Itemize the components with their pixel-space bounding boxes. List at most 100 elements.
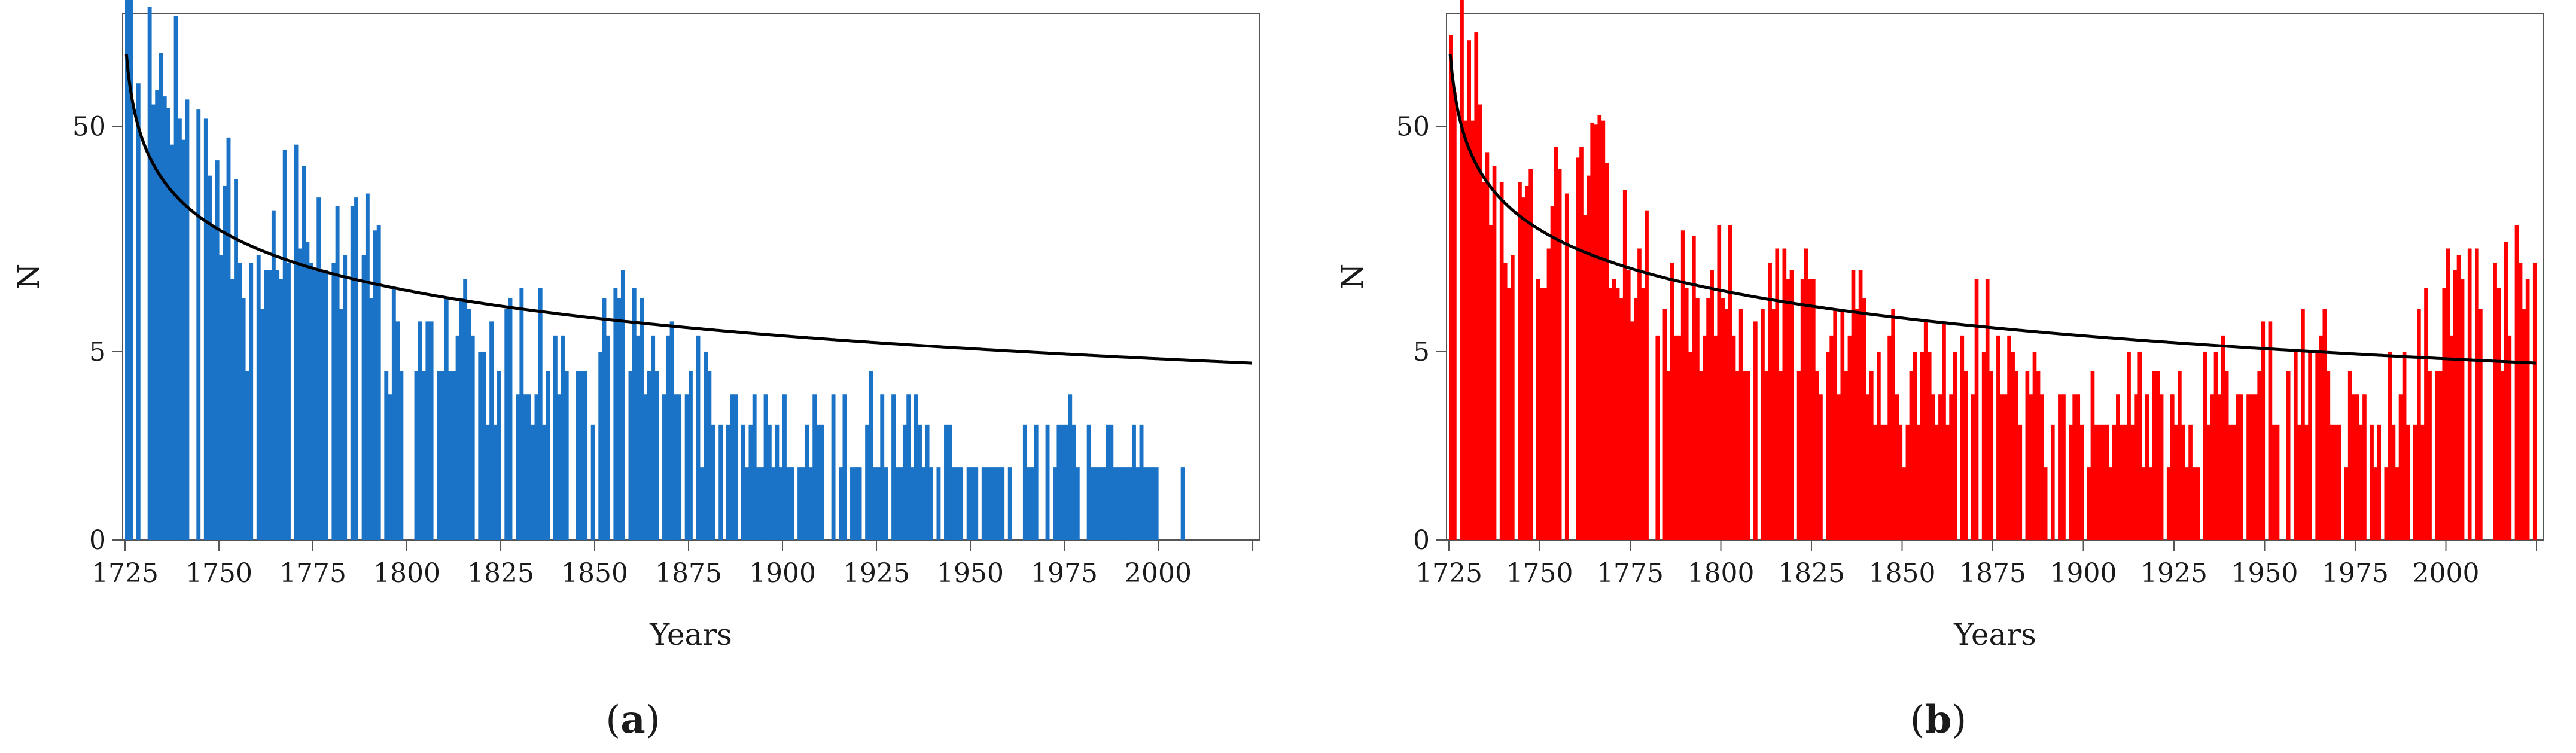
bar-1915 bbox=[839, 467, 844, 540]
bar-1736 bbox=[1488, 225, 1493, 540]
bar-1920 bbox=[2155, 371, 2160, 540]
bar-1870 bbox=[1974, 279, 1979, 540]
bar-1779 bbox=[1645, 210, 1649, 540]
bar-1778 bbox=[1641, 288, 1645, 540]
bar-1969 bbox=[2333, 424, 2338, 540]
bar-1913 bbox=[831, 394, 836, 540]
bar-1985 bbox=[2391, 424, 2396, 540]
bar-1984 bbox=[1098, 467, 1103, 540]
bar-1982 bbox=[1090, 467, 1095, 540]
x-tick-label: 2000 bbox=[2413, 558, 2480, 589]
bar-2014 bbox=[2496, 288, 2501, 540]
bar-1897 bbox=[2072, 394, 2076, 540]
bar-1805 bbox=[425, 321, 430, 540]
x-tick-label: 1875 bbox=[1959, 558, 2026, 589]
bar-1785 bbox=[350, 206, 355, 541]
bar-1848 bbox=[1895, 394, 1899, 540]
bar-1752 bbox=[226, 137, 231, 541]
bar-1950 bbox=[970, 467, 975, 540]
bar-1913 bbox=[2130, 424, 2135, 540]
bar-1785 bbox=[1666, 371, 1671, 540]
bar-1750 bbox=[1539, 288, 1544, 540]
bar-1825 bbox=[1811, 279, 1816, 540]
bar-1773 bbox=[1622, 190, 1627, 540]
bar-1905 bbox=[2101, 424, 2106, 540]
bar-1947 bbox=[959, 467, 964, 540]
bar-1874 bbox=[1989, 371, 1993, 540]
bar-1792 bbox=[1692, 236, 1696, 540]
bar-1816 bbox=[467, 309, 471, 540]
bar-1824 bbox=[497, 371, 501, 540]
bar-2020 bbox=[2518, 262, 2523, 540]
bar-1868 bbox=[662, 394, 666, 540]
bar-1739 bbox=[1499, 182, 1504, 540]
bar-1937 bbox=[2217, 394, 2222, 540]
bar-1820 bbox=[482, 351, 486, 540]
bar-1912 bbox=[2127, 351, 2131, 540]
bar-1806 bbox=[429, 321, 434, 540]
panel-label-a: (a) bbox=[605, 697, 660, 742]
y-tick-label: 50 bbox=[1396, 112, 1430, 142]
bar-1839 bbox=[1862, 298, 1866, 540]
bar-1794 bbox=[384, 371, 389, 540]
bar-1958 bbox=[1000, 467, 1005, 540]
bar-1776 bbox=[316, 197, 321, 540]
bar-1994 bbox=[1135, 467, 1140, 540]
x-tick-label: 1725 bbox=[92, 558, 159, 589]
bar-1852 bbox=[1909, 371, 1914, 540]
bar-1764 bbox=[1590, 122, 1594, 540]
bar-2008 bbox=[2474, 248, 2479, 540]
bar-1880 bbox=[707, 371, 712, 540]
bar-1851 bbox=[1905, 424, 1910, 540]
x-tick-label: 1750 bbox=[185, 558, 252, 589]
bar-1839 bbox=[553, 335, 558, 540]
bar-1834 bbox=[1844, 371, 1849, 540]
bar-1904 bbox=[2097, 424, 2102, 540]
bar-1811 bbox=[1761, 309, 1765, 540]
bar-1903 bbox=[2094, 424, 2099, 540]
bar-1760 bbox=[1576, 157, 1580, 541]
bar-1935 bbox=[2210, 394, 2215, 540]
bar-1791 bbox=[373, 230, 377, 541]
bar-1862 bbox=[1945, 424, 1950, 540]
bar-1809 bbox=[1753, 321, 1758, 540]
bar-1753 bbox=[1550, 206, 1555, 541]
bar-1998 bbox=[1150, 467, 1155, 540]
bar-1952 bbox=[2271, 424, 2276, 540]
bar-1921 bbox=[2159, 394, 2164, 540]
bar-1834 bbox=[534, 394, 539, 540]
bar-1813 bbox=[455, 335, 460, 540]
bar-1867 bbox=[1963, 371, 1968, 540]
bar-1728 bbox=[136, 83, 141, 540]
bar-1931 bbox=[2196, 467, 2200, 540]
bar-1945 bbox=[951, 467, 956, 540]
bar-1735 bbox=[1485, 152, 1490, 540]
x-tick-label: 1775 bbox=[1597, 558, 1664, 589]
bar-1884 bbox=[2025, 371, 2030, 540]
bar-1993 bbox=[2420, 424, 2425, 540]
y-axis-label: N bbox=[11, 264, 46, 290]
bar-1939 bbox=[2224, 371, 2229, 540]
bar-1872 bbox=[677, 394, 682, 540]
bar-1827 bbox=[1819, 394, 1823, 540]
bar-1918 bbox=[2148, 467, 2153, 540]
chart-panel-b: (b) 1725 1750 1775 1800 1825 1850 1875 1900 1925… bbox=[1335, 0, 2544, 742]
bar-1841 bbox=[1869, 371, 1874, 540]
bar-1970 bbox=[2337, 424, 2341, 540]
bar-1806 bbox=[1742, 371, 1747, 540]
bar-1896 bbox=[767, 424, 772, 540]
x-axis-label: Years bbox=[1953, 617, 2036, 652]
bar-1925 bbox=[876, 467, 881, 540]
x-tick-label: 1875 bbox=[655, 558, 722, 589]
bar-1891 bbox=[2050, 424, 2055, 540]
bar-1744 bbox=[196, 109, 201, 541]
bar-2006 bbox=[2467, 248, 2472, 540]
bar-1728 bbox=[1460, 0, 1464, 541]
bar-1883 bbox=[718, 424, 723, 540]
bar-1987 bbox=[2398, 394, 2403, 540]
bar-1977 bbox=[1071, 424, 1076, 540]
bar-1814 bbox=[459, 298, 464, 540]
bar-1981 bbox=[1086, 424, 1091, 540]
bar-1990 bbox=[1120, 467, 1125, 540]
bar-1955 bbox=[989, 467, 994, 540]
